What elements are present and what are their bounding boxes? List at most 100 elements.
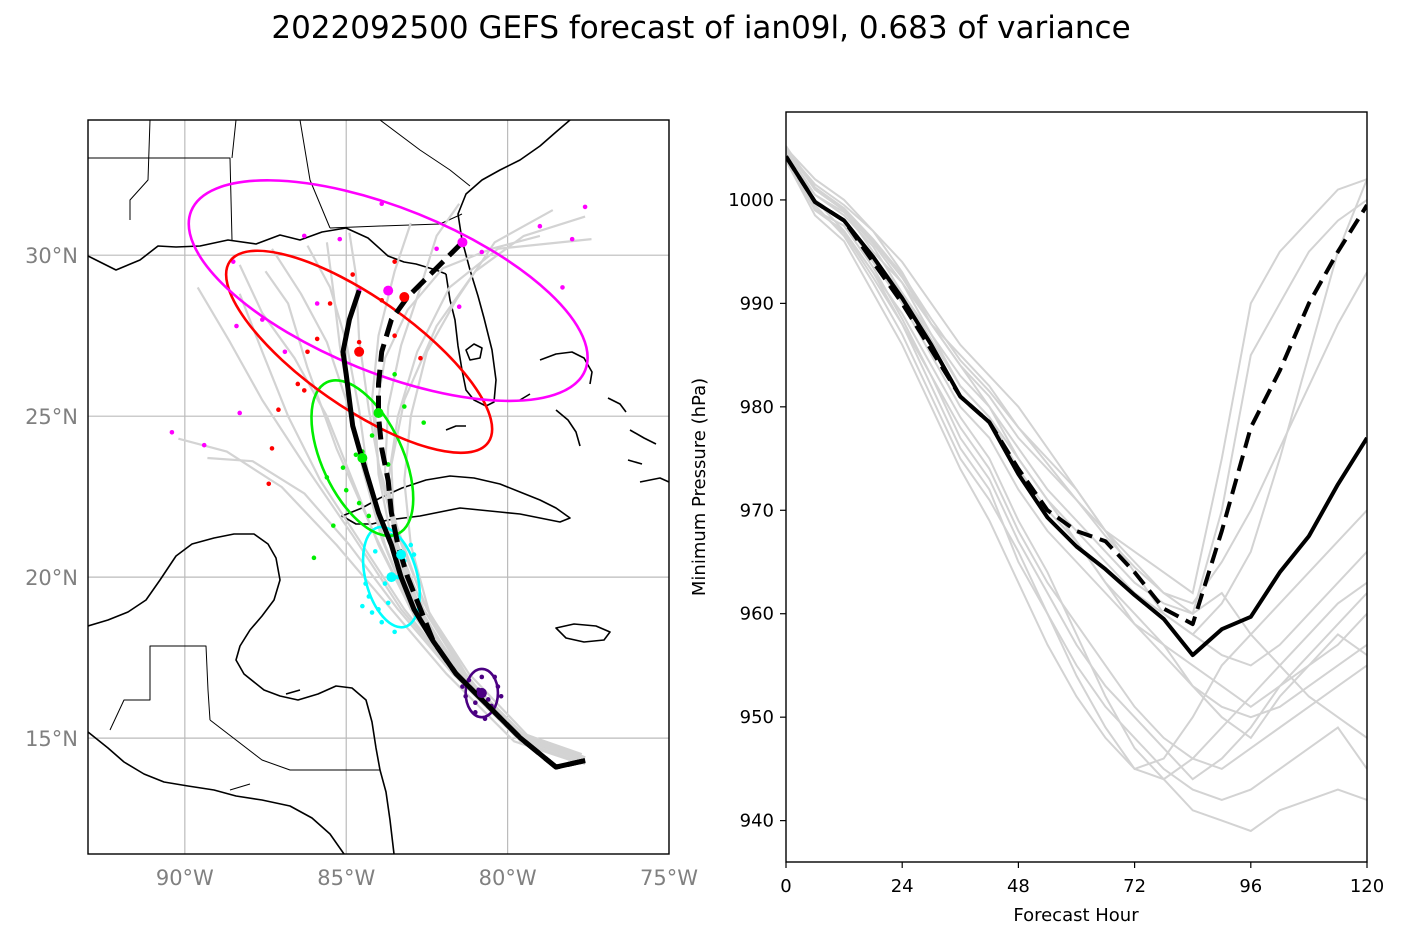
- us-gulf-coast: [88, 227, 447, 275]
- lat-tick-label: 30°N: [25, 244, 78, 268]
- florida-peninsula: [445, 120, 571, 407]
- bahamas-7: [627, 459, 643, 465]
- member-point: [498, 693, 504, 699]
- y-tick-label: 990: [740, 293, 774, 314]
- member-point: [276, 407, 281, 413]
- member-point: [169, 429, 175, 435]
- member-point: [560, 285, 565, 290]
- member-point: [340, 465, 346, 470]
- pressure-frame: [785, 111, 1368, 863]
- x-axis-label: Forecast Hour: [1013, 905, 1139, 926]
- member-point: [392, 629, 397, 635]
- state-border-3: [231, 120, 237, 159]
- ensemble-pressure-line: [786, 147, 1367, 636]
- ellipse-hour-48: [361, 525, 421, 629]
- x-tick-label: 0: [780, 876, 791, 897]
- member-point: [237, 410, 243, 416]
- x-tick-label: 24: [891, 876, 914, 897]
- member-point: [356, 339, 362, 345]
- member-point: [314, 301, 320, 306]
- member-point: [402, 404, 407, 409]
- mean-pressure-solid: [786, 155, 1367, 658]
- central-america-pacific: [88, 731, 345, 854]
- y-tick-label: 960: [740, 604, 774, 625]
- ensemble-track: [196, 286, 583, 756]
- ensemble-pressure-line: [786, 149, 1367, 719]
- member-point: [421, 420, 426, 425]
- ensemble-pressure-lines: [786, 145, 1367, 833]
- hispaniola-edge: [639, 477, 669, 483]
- lake-okeechobee: [465, 343, 483, 361]
- ensemble-pressure-line: [786, 155, 1367, 771]
- bahamas-6: [445, 425, 466, 431]
- state-border-5: [329, 213, 463, 229]
- member-point: [456, 304, 462, 310]
- lon-tick-label: 90°W: [156, 866, 214, 890]
- map-coastlines: [88, 120, 669, 854]
- member-point: [537, 223, 543, 229]
- x-tick-label: 72: [1123, 876, 1146, 897]
- ellipse-hour-24: [464, 667, 500, 719]
- cuba: [341, 475, 571, 525]
- lon-tick-label: 75°W: [640, 866, 698, 890]
- member-point: [301, 233, 307, 239]
- track-map-panel: 90°W 85°W 80°W 75°W 15°N 20°N 25°N 30°N: [25, 119, 698, 890]
- ensemble-pressure-line: [786, 157, 1367, 801]
- member-point: [369, 610, 375, 615]
- ensemble-pressure-line: [786, 146, 1367, 605]
- member-point: [337, 236, 343, 242]
- ellipse-center-dot: [354, 346, 365, 357]
- member-point: [350, 272, 355, 277]
- member-point: [360, 603, 365, 609]
- state-border-6: [379, 120, 471, 187]
- ellipse-center-dot: [386, 572, 397, 583]
- member-point: [382, 581, 388, 586]
- x-tick-label: 96: [1239, 876, 1262, 897]
- mean-position-dot: [373, 407, 384, 418]
- member-point: [366, 513, 372, 519]
- map-frame: [87, 119, 670, 855]
- ellipse-hour-120: [187, 179, 589, 403]
- member-point: [379, 201, 385, 207]
- ensemble-track: [383, 203, 586, 759]
- y-axis-label: Minimum Pressure (hPa): [689, 378, 710, 596]
- member-point: [385, 600, 391, 606]
- pressure-panel: 0 24 48 72 96 120 940 950 960 970 980 990 1000 Forec…: [689, 111, 1384, 926]
- ensemble-pressure-line: [786, 157, 1367, 616]
- member-point: [314, 336, 320, 342]
- member-point: [485, 697, 491, 702]
- yucatan-central-america: [88, 533, 395, 854]
- member-point: [295, 381, 301, 387]
- lon-tick-label: 85°W: [317, 866, 375, 890]
- bahamas-3: [555, 409, 581, 447]
- ensemble-track: [207, 456, 583, 762]
- y-tick-label: 950: [740, 707, 774, 728]
- member-point: [392, 259, 397, 264]
- x-tick-label: 120: [1350, 876, 1384, 897]
- ensemble-track: [271, 248, 586, 759]
- ellipse-hour-96: [224, 249, 494, 455]
- ensemble-pressure-line: [786, 158, 1367, 771]
- y-tick-label: 1000: [728, 190, 774, 211]
- map-gridlines: [88, 120, 669, 854]
- mean-position-dot: [399, 292, 410, 303]
- state-border-4: [299, 120, 331, 229]
- honduras-border: [209, 719, 380, 771]
- member-point: [582, 204, 588, 210]
- member-point: [408, 542, 414, 548]
- mean-position-dot: [476, 688, 487, 699]
- member-point: [305, 349, 310, 355]
- nicaragua-border: [229, 783, 251, 791]
- bahamas-2: [607, 397, 627, 413]
- member-point: [269, 446, 275, 451]
- member-point: [327, 301, 333, 306]
- y-tick-label: 980: [740, 397, 774, 418]
- ensemble-track: [387, 238, 592, 759]
- ensemble-track: [238, 293, 586, 759]
- member-point: [353, 452, 359, 458]
- lat-tick-label: 15°N: [25, 727, 78, 751]
- bahamas-1: [539, 351, 593, 385]
- mean-position-dot: [457, 237, 468, 248]
- ellipse-center-dots: [354, 237, 487, 699]
- mean-pressure-lines: [786, 155, 1367, 658]
